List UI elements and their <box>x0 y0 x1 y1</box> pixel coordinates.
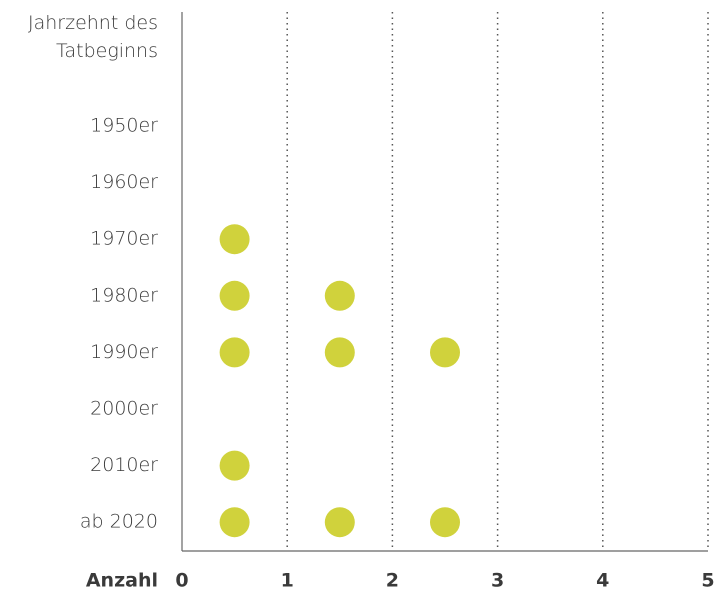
dot <box>219 280 250 311</box>
y-tick-label: 2010er <box>90 454 158 476</box>
x-tick-label: 2 <box>386 570 399 592</box>
y-tick-label: 1960er <box>90 171 158 193</box>
dot <box>324 280 355 311</box>
dot <box>324 507 355 538</box>
dot <box>219 337 250 368</box>
dot <box>219 450 250 481</box>
x-axis-title: Anzahl <box>86 570 158 592</box>
x-tick-label: 1 <box>281 570 294 592</box>
x-tick-label: 3 <box>491 570 504 592</box>
y-tick-label: 1980er <box>90 284 158 306</box>
dot <box>324 337 355 368</box>
y-axis-title: Jahrzehnt des Tatbeginns <box>28 12 158 62</box>
y-tick-label: ab 2020 <box>80 511 158 533</box>
y-tick-label: 1970er <box>90 228 158 250</box>
dot <box>430 337 460 368</box>
x-tick-label: 4 <box>596 570 609 592</box>
x-tick-label: 5 <box>701 570 714 592</box>
y-tick-label: 2000er <box>90 398 158 420</box>
y-tick-label: 1990er <box>90 341 158 363</box>
dot <box>430 507 460 538</box>
dot <box>219 507 250 538</box>
y-tick-label: 1950er <box>90 115 158 137</box>
x-tick-label: 0 <box>175 570 188 592</box>
dot <box>219 224 250 255</box>
